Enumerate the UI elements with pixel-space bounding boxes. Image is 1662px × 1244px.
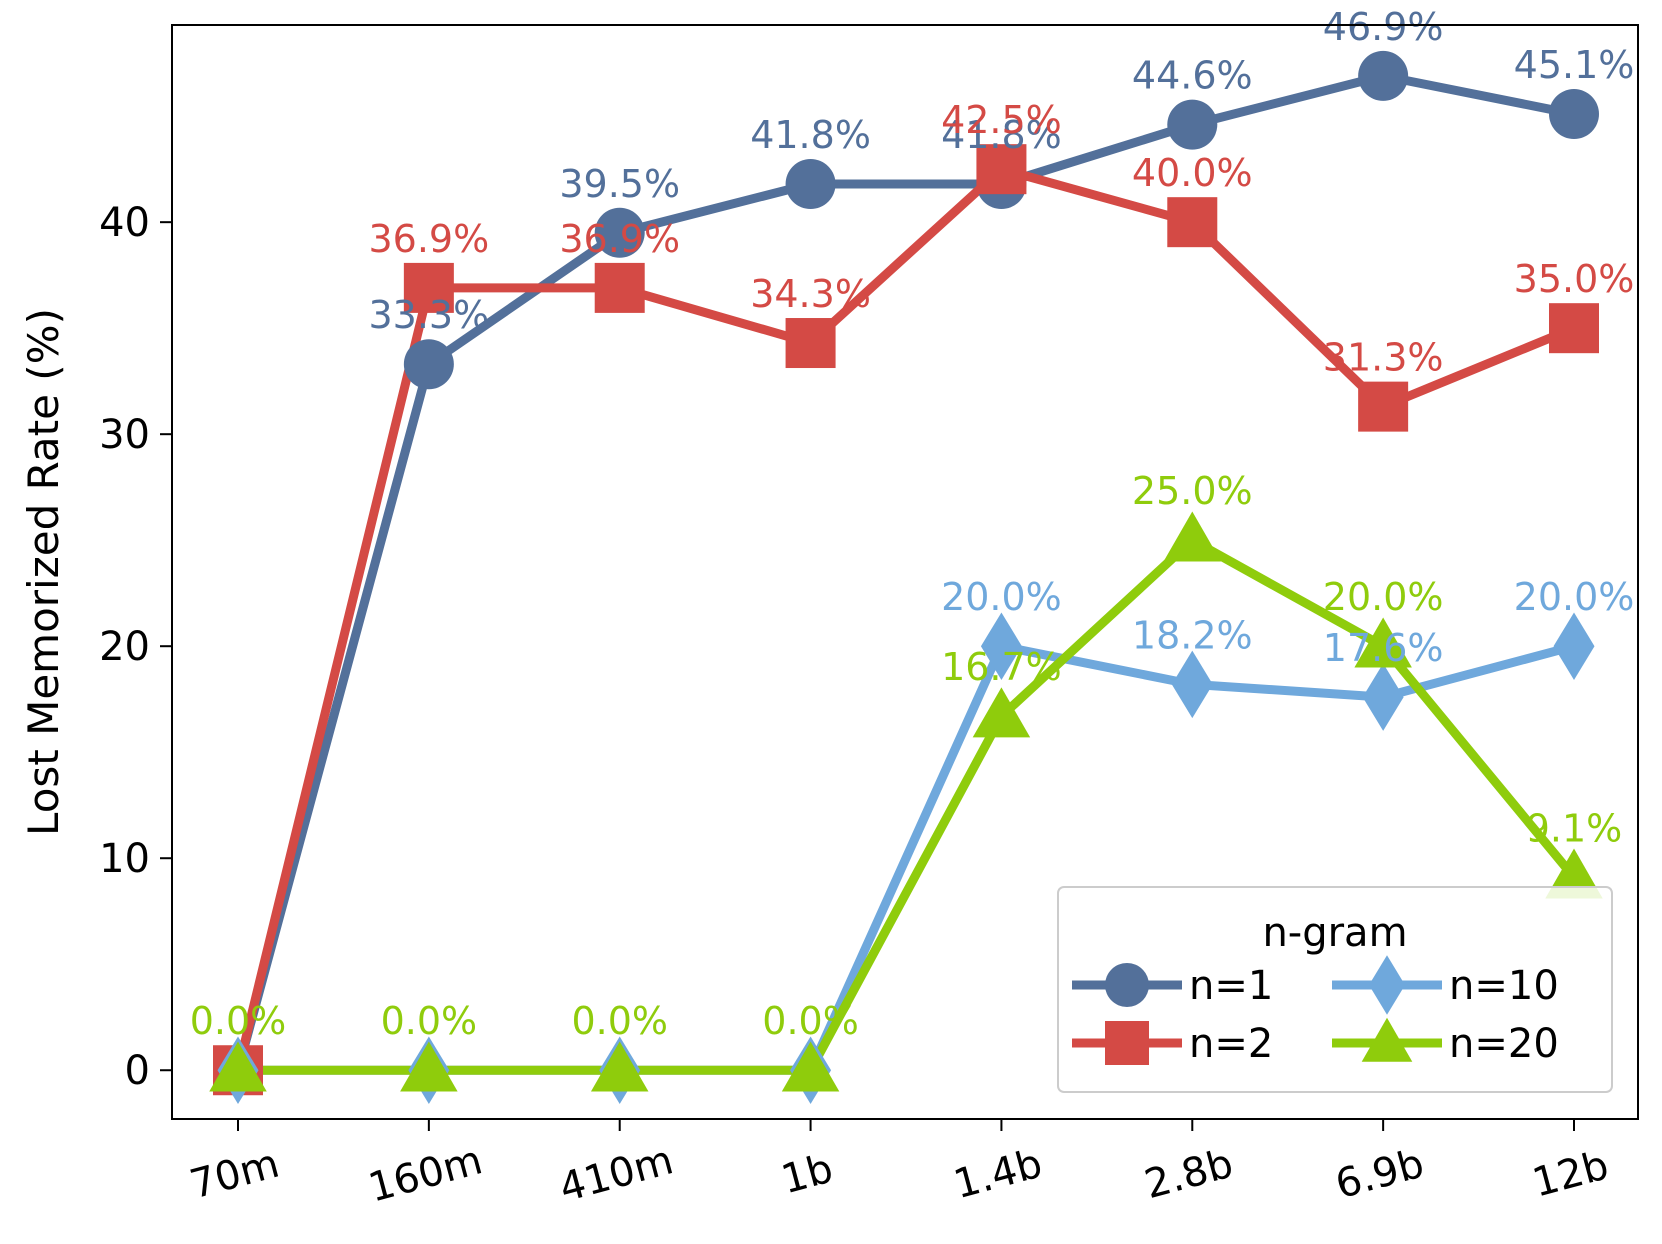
data-label-n2: 34.3% bbox=[750, 272, 871, 316]
data-point-n2 bbox=[1549, 303, 1599, 354]
data-label-n20: 20.0% bbox=[1323, 575, 1444, 619]
y-tick-label: 10 bbox=[99, 836, 150, 882]
data-label-n1: 41.8% bbox=[750, 113, 871, 157]
data-label-n1: 33.3% bbox=[368, 293, 489, 337]
data-point-n2 bbox=[976, 144, 1027, 195]
legend-marker-n20 bbox=[1361, 1017, 1413, 1062]
data-point-n20 bbox=[1354, 617, 1412, 668]
legend-label-n20: n=20 bbox=[1449, 1021, 1559, 1067]
data-point-n1 bbox=[1167, 99, 1218, 150]
data-point-n20 bbox=[972, 687, 1031, 738]
data-label-n1: 39.5% bbox=[559, 162, 680, 206]
legend-marker-n1 bbox=[1105, 963, 1149, 1007]
legend-label-n10: n=10 bbox=[1449, 963, 1559, 1009]
legend-title: n-gram bbox=[1262, 910, 1407, 956]
data-label-n2: 40.0% bbox=[1132, 151, 1253, 195]
y-tick-label: 30 bbox=[99, 412, 150, 458]
data-label-n20: 25.0% bbox=[1132, 469, 1253, 513]
series-line-n1 bbox=[233, 71, 1579, 1075]
data-point-n1 bbox=[1549, 89, 1599, 140]
data-point-n1 bbox=[785, 159, 836, 210]
data-label-n2: 31.3% bbox=[1323, 336, 1444, 380]
data-label-n10: 18.2% bbox=[1132, 613, 1253, 657]
data-point-n20 bbox=[781, 1041, 840, 1092]
series-line-n2 bbox=[233, 164, 1579, 1075]
data-point-n10 bbox=[1553, 612, 1595, 680]
data-label-n10: 20.0% bbox=[1514, 575, 1635, 619]
data-label-n10: 17.6% bbox=[1323, 626, 1444, 670]
y-tick-label: 0 bbox=[125, 1048, 150, 1094]
data-labels: 33.3% 39.5% 41.8% 41.8% 44.6% 46.9% 45.1% 36.9%… bbox=[190, 5, 1635, 1043]
data-label-n20: 0.0% bbox=[762, 999, 859, 1043]
data-point-n20 bbox=[209, 1041, 267, 1092]
series-markers bbox=[209, 50, 1603, 1104]
data-point-n1 bbox=[403, 339, 454, 390]
data-label-n2: 35.0% bbox=[1514, 257, 1635, 301]
legend-marker-n2 bbox=[1105, 1021, 1149, 1065]
data-point-n10 bbox=[1171, 650, 1213, 719]
data-label-n20: 0.0% bbox=[190, 999, 287, 1043]
data-point-n2 bbox=[403, 262, 454, 313]
data-point-n2 bbox=[1358, 381, 1409, 432]
data-point-n1 bbox=[594, 207, 645, 258]
legend-label-n2: n=2 bbox=[1189, 1021, 1273, 1067]
data-label-n1: 44.6% bbox=[1132, 54, 1253, 98]
legend-marker-n10 bbox=[1368, 955, 1406, 1015]
data-label-n20: 16.7% bbox=[941, 645, 1062, 689]
data-point-n20 bbox=[590, 1041, 649, 1092]
data-label-n1: 45.1% bbox=[1514, 43, 1635, 87]
y-tick-label: 20 bbox=[99, 624, 150, 670]
data-point-n20 bbox=[1163, 511, 1222, 562]
y-axis-label: Lost Memorized Rate (%) bbox=[19, 308, 68, 836]
data-label-n1: 46.9% bbox=[1323, 5, 1444, 49]
data-point-n2 bbox=[594, 262, 645, 313]
legend-label-n1: n=1 bbox=[1189, 963, 1273, 1009]
data-label-n20: 0.0% bbox=[571, 999, 668, 1043]
data-label-n20: 0.0% bbox=[381, 999, 478, 1043]
data-label-n2: 42.5% bbox=[941, 98, 1062, 142]
plot-frame bbox=[171, 24, 1639, 1120]
data-point-n10 bbox=[980, 612, 1022, 680]
data-point-n2 bbox=[785, 318, 836, 369]
data-label-n20: 9.1% bbox=[1526, 806, 1623, 850]
y-tick-label: 40 bbox=[99, 200, 150, 246]
data-label-n1: 41.8% bbox=[941, 113, 1062, 157]
data-label-n2: 36.9% bbox=[368, 217, 489, 261]
legend: n-gram n=1 n=2 n=10 n=20 bbox=[1057, 886, 1613, 1093]
data-label-n10: 20.0% bbox=[941, 575, 1062, 619]
data-point-n10 bbox=[1362, 663, 1404, 731]
data-point-n20 bbox=[400, 1041, 458, 1092]
data-point-n1 bbox=[1358, 50, 1409, 101]
data-label-n2: 36.9% bbox=[559, 217, 680, 261]
data-point-n2 bbox=[1167, 197, 1218, 248]
series-line-n20 bbox=[233, 535, 1579, 1075]
series-lines bbox=[233, 71, 1579, 1075]
